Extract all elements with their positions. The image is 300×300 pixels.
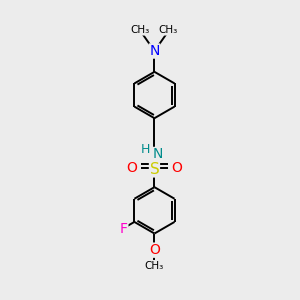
Text: CH₃: CH₃ xyxy=(131,25,150,35)
Text: N: N xyxy=(149,44,160,58)
Text: O: O xyxy=(149,243,160,257)
Text: S: S xyxy=(150,162,159,177)
Text: O: O xyxy=(126,161,137,175)
Text: CH₃: CH₃ xyxy=(159,25,178,35)
Text: N: N xyxy=(153,148,163,161)
Text: H: H xyxy=(141,143,150,156)
Text: O: O xyxy=(172,161,182,175)
Text: F: F xyxy=(120,222,128,236)
Text: CH₃: CH₃ xyxy=(145,261,164,271)
